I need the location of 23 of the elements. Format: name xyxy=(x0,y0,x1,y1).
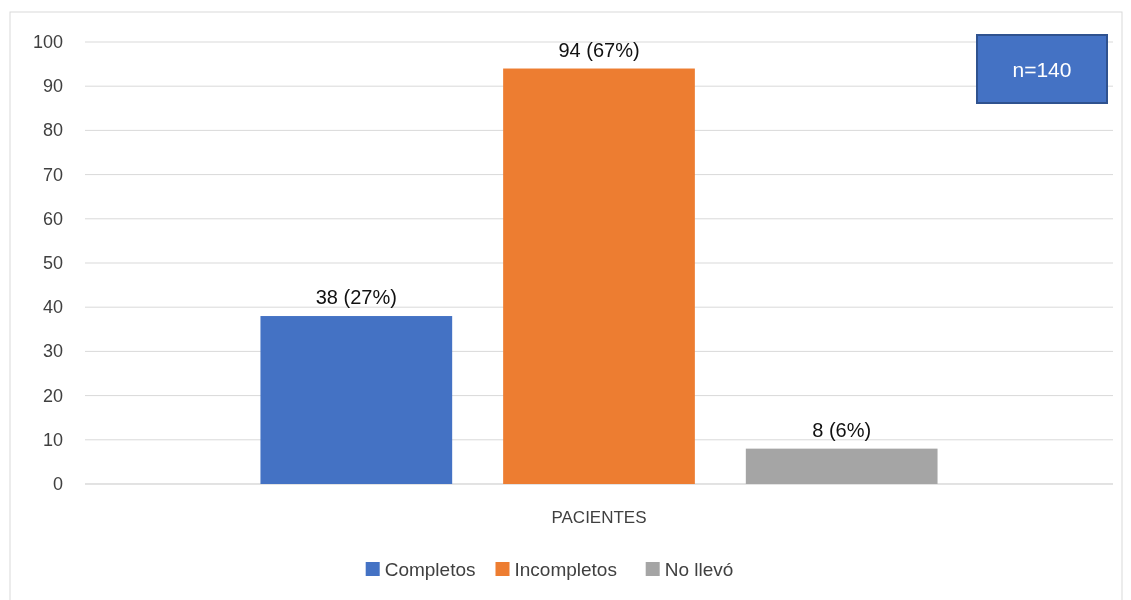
y-tick-label: 100 xyxy=(32,32,63,52)
x-tick-label: PACIENTES xyxy=(551,508,647,527)
note-box: n=140 xyxy=(976,34,1108,104)
y-tick-label: 20 xyxy=(42,385,63,406)
y-tick-label: 60 xyxy=(42,208,63,229)
annotation: n=140 xyxy=(1012,58,1072,81)
data-label: 8 (6%) xyxy=(812,418,872,441)
legend-label: Completos xyxy=(384,559,476,580)
bar xyxy=(745,448,938,484)
y-tick-label: 90 xyxy=(42,76,63,97)
y-tick-label: 80 xyxy=(42,120,63,141)
y-tick-label: 0 xyxy=(52,474,63,494)
data-label: 94 (67%) xyxy=(558,38,640,61)
y-tick-label: 40 xyxy=(42,297,63,318)
y-tick-label: 70 xyxy=(42,164,63,185)
bar xyxy=(260,316,453,484)
legend-label: No llevó xyxy=(664,559,734,580)
y-tick-label: 30 xyxy=(42,341,63,362)
bar xyxy=(503,68,695,484)
data-label: 38 (27%) xyxy=(315,286,397,309)
y-tick-label: 50 xyxy=(42,253,63,273)
legend-label: Incompletos xyxy=(514,559,617,580)
y-tick-label: 10 xyxy=(42,429,63,450)
